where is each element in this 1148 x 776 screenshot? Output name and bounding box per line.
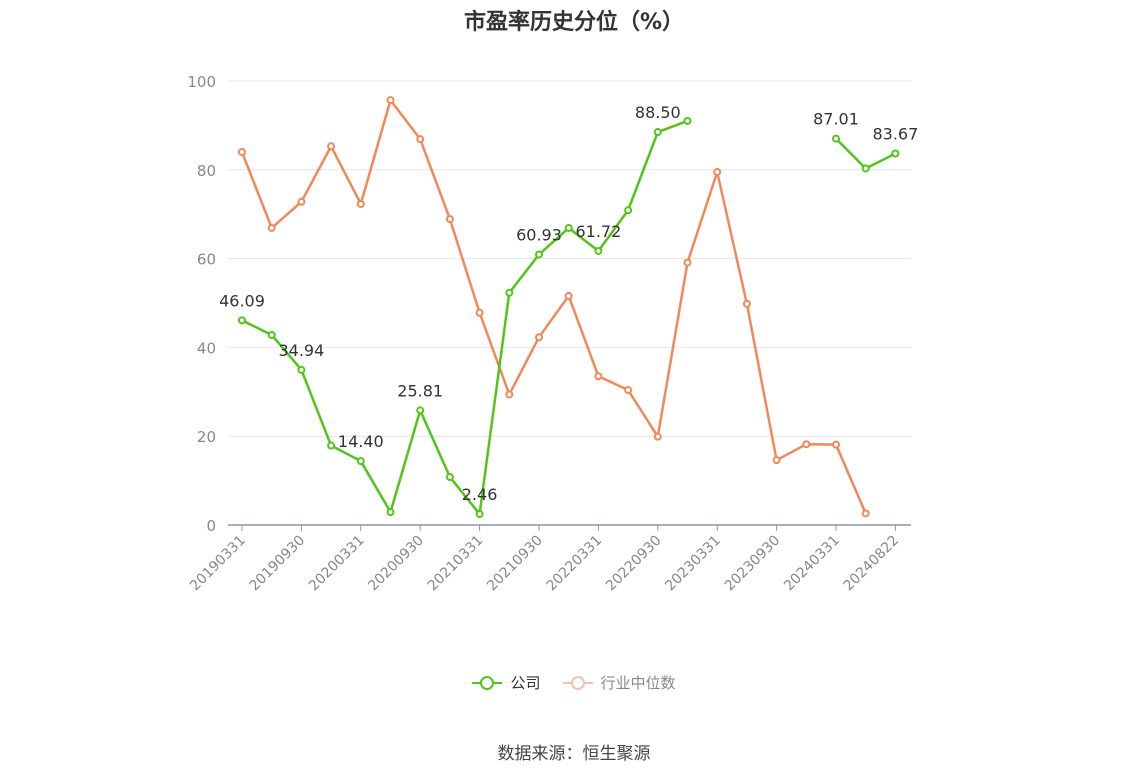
data-point xyxy=(327,441,336,450)
data-point xyxy=(653,432,662,441)
legend-company-marker xyxy=(472,675,503,690)
data-point xyxy=(445,473,454,482)
data-point xyxy=(416,406,425,415)
data-point xyxy=(713,168,722,177)
data-point xyxy=(297,197,306,206)
data-label: 2.46 xyxy=(462,485,498,504)
x-tick-label: 20240822 xyxy=(841,533,903,595)
legend: 公司 行业中位数 xyxy=(0,672,1148,693)
data-point xyxy=(802,440,811,449)
y-axis-ticks: 0 20 40 60 80 100 xyxy=(187,73,216,535)
data-point xyxy=(238,316,246,325)
data-point xyxy=(772,456,781,465)
data-point xyxy=(267,330,276,339)
data-point xyxy=(861,509,870,518)
data-point xyxy=(624,206,633,215)
data-point xyxy=(594,246,603,255)
legend-industry-marker xyxy=(562,675,593,690)
data-point xyxy=(683,258,692,267)
data-label: 34.94 xyxy=(278,341,324,360)
data-point xyxy=(356,457,365,466)
data-point xyxy=(624,386,633,395)
data-point xyxy=(475,510,484,519)
data-point xyxy=(505,288,514,297)
y-tick-label: 40 xyxy=(197,339,216,357)
data-point xyxy=(861,164,870,173)
data-point xyxy=(505,390,514,399)
data-label: 46.09 xyxy=(219,291,265,310)
data-label: 87.01 xyxy=(813,110,859,129)
data-label: 14.40 xyxy=(338,432,384,451)
data-point xyxy=(238,148,246,157)
y-tick-label: 60 xyxy=(197,251,216,269)
data-label: 83.67 xyxy=(872,125,918,144)
data-label: 25.81 xyxy=(397,381,443,400)
x-tick-label: 20190331 xyxy=(187,533,249,595)
legend-item-industry-median[interactable]: 行业中位数 xyxy=(562,672,676,693)
data-point xyxy=(297,365,306,374)
data-point xyxy=(594,372,603,381)
data-label: 88.50 xyxy=(635,103,681,122)
x-tick-label: 20230331 xyxy=(662,533,724,595)
series-line xyxy=(240,98,867,514)
x-tick-label: 20190930 xyxy=(247,533,309,595)
data-point xyxy=(267,223,276,232)
x-axis: 2019033120190930202003312020093020210331… xyxy=(187,524,911,595)
data-point xyxy=(832,134,840,143)
data-point xyxy=(475,308,484,317)
x-tick-label: 20200331 xyxy=(306,533,368,595)
data-point xyxy=(832,440,840,449)
x-tick-label: 20240331 xyxy=(781,533,843,595)
data-point xyxy=(386,508,395,517)
grid-lines xyxy=(228,80,911,437)
legend-item-company[interactable]: 公司 xyxy=(472,672,541,693)
legend-company-label: 公司 xyxy=(510,674,541,692)
y-tick-label: 80 xyxy=(197,162,216,180)
data-source: 数据来源：恒生聚源 xyxy=(497,744,651,764)
data-point xyxy=(535,333,543,342)
x-tick-label: 20210930 xyxy=(484,533,546,595)
data-point xyxy=(535,250,543,259)
chart-title: 市盈率历史分位（%） xyxy=(463,10,685,35)
data-point xyxy=(653,128,662,137)
data-point xyxy=(564,291,573,300)
x-tick-label: 20230930 xyxy=(722,533,784,595)
x-tick-label: 20220930 xyxy=(603,533,665,595)
data-label: 61.72 xyxy=(575,222,621,241)
data-point xyxy=(386,96,395,105)
data-labels: 46.09 34.94 14.40 25.81 2.46 60.93 61.72 88.50 8… xyxy=(219,103,918,504)
x-tick-label: 20200930 xyxy=(365,533,427,595)
data-point xyxy=(327,142,336,151)
y-tick-label: 0 xyxy=(206,517,216,535)
x-tick-label: 20220331 xyxy=(544,533,606,595)
data-point xyxy=(742,299,751,308)
legend-industry-label: 行业中位数 xyxy=(600,674,676,692)
data-point xyxy=(445,215,454,224)
data-point xyxy=(683,116,692,125)
data-point xyxy=(564,223,573,232)
series-layer xyxy=(238,96,900,519)
y-tick-label: 100 xyxy=(187,73,216,91)
series-line xyxy=(241,119,688,516)
data-label: 60.93 xyxy=(516,225,562,244)
y-tick-label: 20 xyxy=(197,428,216,446)
data-point xyxy=(891,149,900,158)
x-tick-label: 20210331 xyxy=(425,533,487,595)
data-point xyxy=(416,135,425,144)
data-point xyxy=(356,199,365,208)
